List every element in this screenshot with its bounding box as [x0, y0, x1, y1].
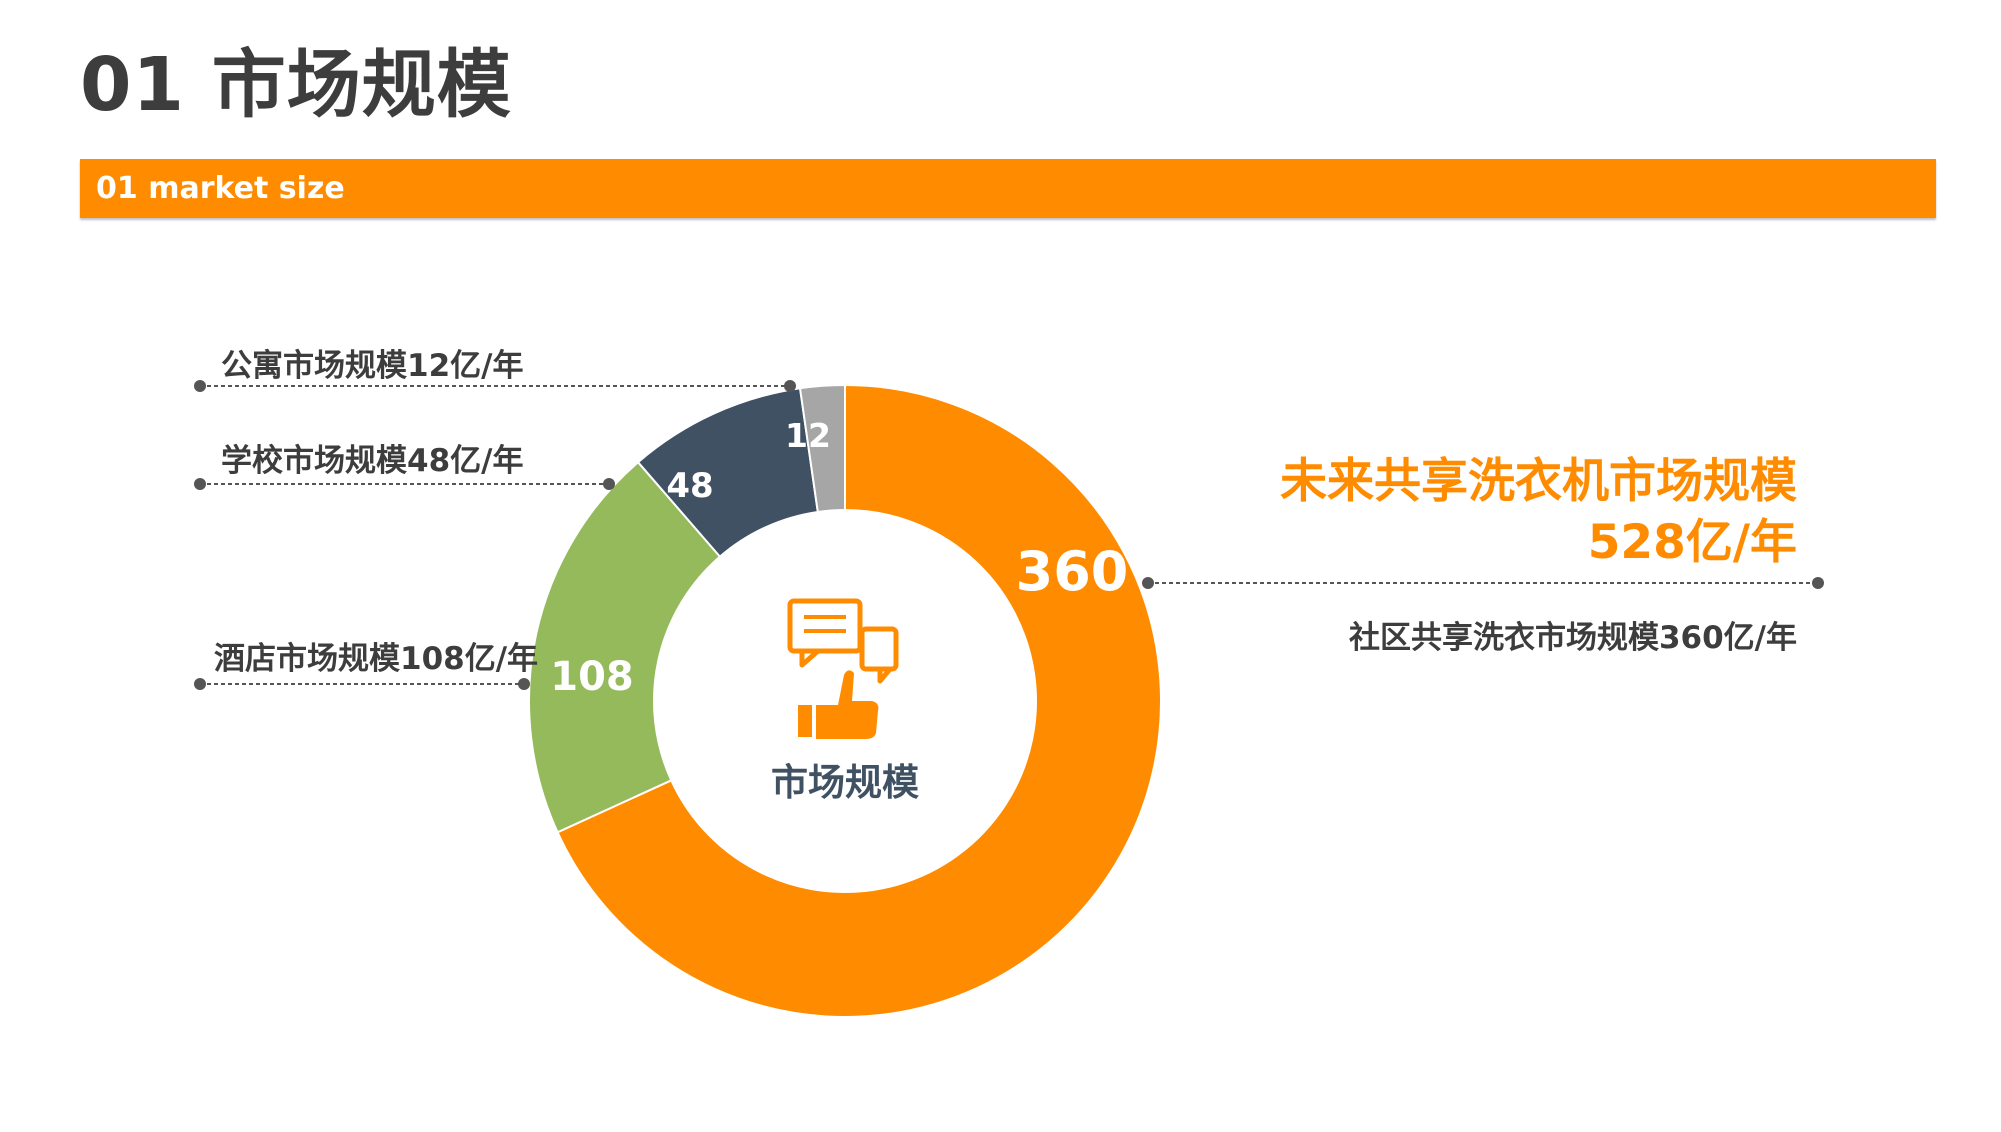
callout-community: 社区共享洗衣市场规模360亿/年: [1348, 620, 1797, 656]
center-label: 市场规模: [771, 761, 919, 804]
summary-line-1: 未来共享洗衣机市场规模: [1280, 454, 1797, 509]
value-label-apartment: 12: [785, 416, 831, 455]
leader-dot-community-end: [1812, 577, 1824, 589]
donut-slice-apartment: [798, 383, 846, 514]
leader-dot-hotel-end: [518, 678, 530, 690]
callout-apartment: 公寓市场规模12亿/年: [221, 348, 524, 384]
value-label-community: 360: [1016, 540, 1129, 603]
leader-dot-school-end: [603, 478, 615, 490]
leader-dot-apartment-start: [194, 380, 206, 392]
leader-dot-school-start: [194, 478, 206, 490]
value-label-hotel: 108: [550, 654, 634, 700]
thumbs-up-chat-icon: [787, 598, 899, 739]
subtitle-bar: 01 market size: [80, 159, 1936, 218]
callout-hotel: 酒店市场规模108亿/年: [214, 641, 539, 677]
leader-dot-community-start: [1142, 577, 1154, 589]
leader-dot-hotel-start: [194, 678, 206, 690]
donut-slice-hotel: [528, 460, 722, 834]
summary-line-2: 528亿/年: [1587, 515, 1797, 570]
callout-school: 学校市场规模48亿/年: [221, 443, 524, 479]
page-title: 01 市场规模: [80, 42, 512, 128]
subtitle-text: 01 market size: [96, 171, 345, 206]
value-label-school: 48: [666, 466, 713, 506]
leader-dot-apartment-end: [784, 380, 796, 392]
donut-slice-community: [556, 383, 1162, 1018]
